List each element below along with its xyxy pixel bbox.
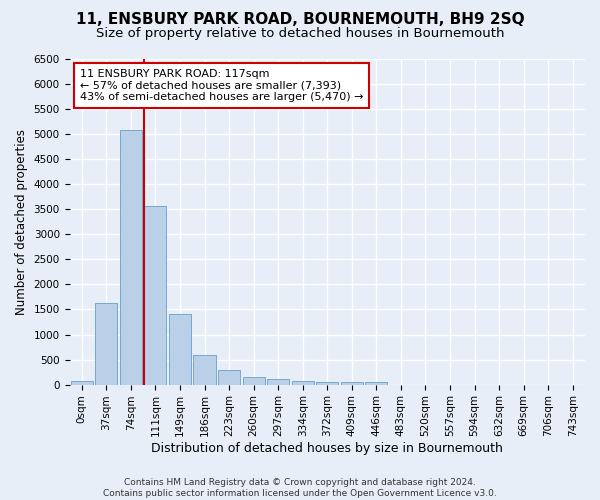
Bar bbox=[169, 314, 191, 384]
Bar bbox=[365, 382, 388, 384]
Bar bbox=[218, 370, 240, 384]
Bar bbox=[120, 130, 142, 384]
X-axis label: Distribution of detached houses by size in Bournemouth: Distribution of detached houses by size … bbox=[151, 442, 503, 455]
Text: 11, ENSBURY PARK ROAD, BOURNEMOUTH, BH9 2SQ: 11, ENSBURY PARK ROAD, BOURNEMOUTH, BH9 … bbox=[76, 12, 524, 28]
Bar bbox=[292, 381, 314, 384]
Bar bbox=[341, 382, 363, 384]
Bar bbox=[193, 355, 215, 384]
Y-axis label: Number of detached properties: Number of detached properties bbox=[15, 129, 28, 315]
Bar bbox=[267, 380, 289, 384]
Text: Size of property relative to detached houses in Bournemouth: Size of property relative to detached ho… bbox=[96, 28, 504, 40]
Bar bbox=[145, 206, 166, 384]
Bar bbox=[242, 377, 265, 384]
Text: Contains HM Land Registry data © Crown copyright and database right 2024.
Contai: Contains HM Land Registry data © Crown c… bbox=[103, 478, 497, 498]
Bar bbox=[316, 382, 338, 384]
Bar bbox=[95, 303, 118, 384]
Text: 11 ENSBURY PARK ROAD: 117sqm
← 57% of detached houses are smaller (7,393)
43% of: 11 ENSBURY PARK ROAD: 117sqm ← 57% of de… bbox=[80, 69, 364, 102]
Bar bbox=[71, 381, 93, 384]
